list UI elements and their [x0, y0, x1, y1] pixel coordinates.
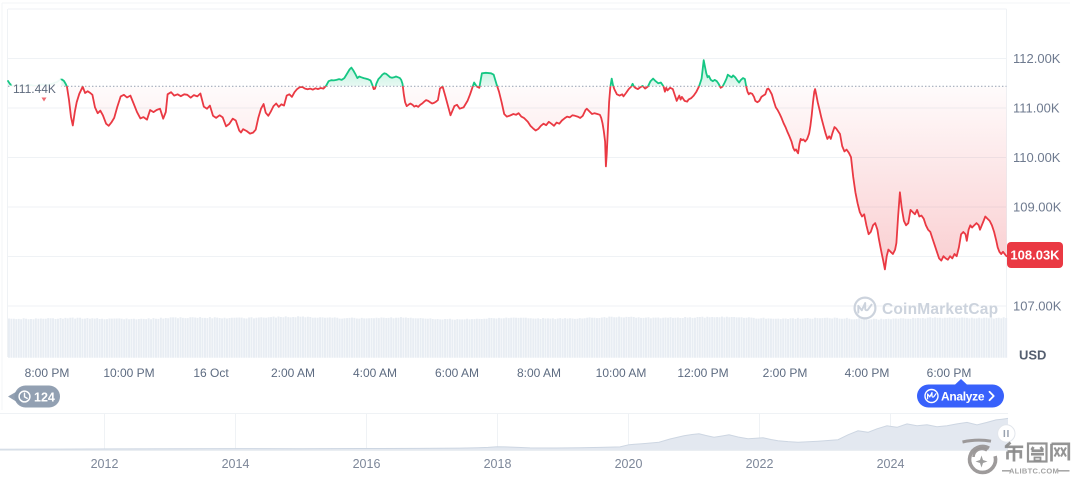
svg-text:2018: 2018	[484, 457, 512, 471]
svg-text:ALIBTC.COM: ALIBTC.COM	[1009, 467, 1059, 476]
svg-text:8:00 AM: 8:00 AM	[517, 366, 561, 380]
svg-text:108.03K: 108.03K	[1010, 248, 1060, 263]
svg-text:2020: 2020	[615, 457, 643, 471]
svg-text:10:00 AM: 10:00 AM	[596, 366, 647, 380]
svg-text:4:00 AM: 4:00 AM	[353, 366, 397, 380]
svg-text:12:00 PM: 12:00 PM	[677, 366, 728, 380]
svg-text:2:00 AM: 2:00 AM	[271, 366, 315, 380]
svg-text:111.00K: 111.00K	[1013, 101, 1060, 116]
svg-text:124: 124	[34, 390, 55, 404]
svg-text:112.00K: 112.00K	[1013, 51, 1061, 66]
svg-text:Analyze: Analyze	[941, 389, 985, 403]
svg-text:107.00K: 107.00K	[1013, 299, 1062, 314]
svg-text:4:00 PM: 4:00 PM	[845, 366, 890, 380]
svg-text:16 Oct: 16 Oct	[193, 366, 229, 380]
svg-text:2014: 2014	[222, 457, 250, 471]
svg-text:6:00 PM: 6:00 PM	[927, 366, 972, 380]
svg-text:2024: 2024	[877, 457, 905, 471]
svg-text:2022: 2022	[746, 457, 774, 471]
svg-text:111.44K: 111.44K	[13, 82, 56, 96]
svg-text:2:00 PM: 2:00 PM	[763, 366, 808, 380]
svg-text:10:00 PM: 10:00 PM	[103, 366, 154, 380]
svg-text:109.00K: 109.00K	[1013, 200, 1062, 215]
svg-text:110.00K: 110.00K	[1013, 150, 1061, 165]
svg-text:2016: 2016	[353, 457, 381, 471]
svg-text:8:00 PM: 8:00 PM	[25, 366, 70, 380]
svg-text:CoinMarketCap: CoinMarketCap	[882, 301, 998, 318]
svg-text:6:00 AM: 6:00 AM	[435, 366, 479, 380]
svg-text:USD: USD	[1019, 348, 1046, 363]
svg-text:2012: 2012	[91, 457, 119, 471]
